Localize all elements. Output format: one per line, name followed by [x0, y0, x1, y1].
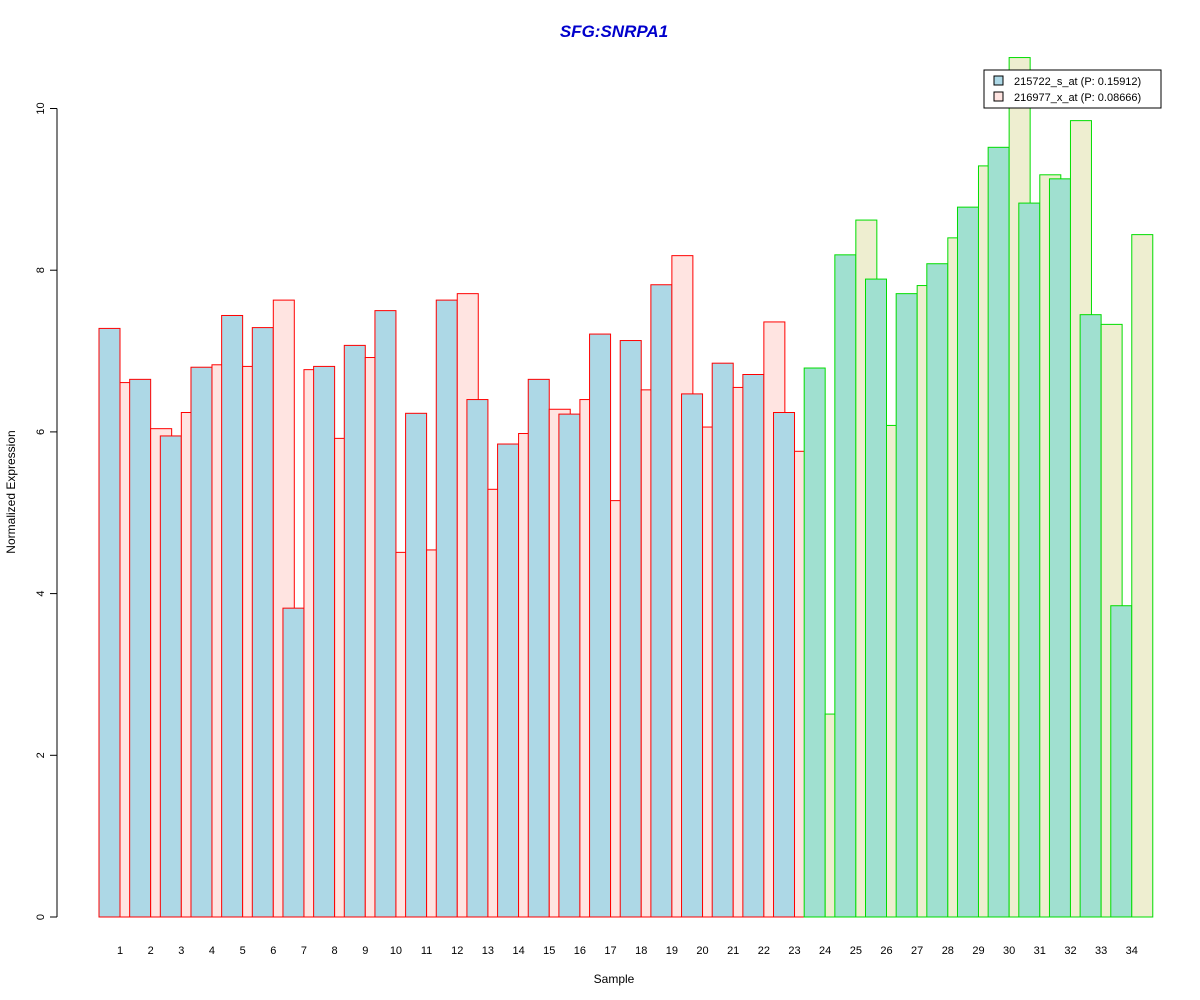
x-tick-label: 16 — [574, 945, 586, 957]
x-tick-label: 3 — [178, 945, 184, 957]
y-tick-label: 2 — [35, 752, 47, 758]
bar-215722-sample-31 — [1018, 202, 1041, 918]
x-tick-label: 14 — [512, 945, 524, 957]
legend-swatch-216977 — [993, 91, 1004, 102]
bar-215722-sample-9 — [343, 344, 366, 918]
y-axis-label: Normalized Expression — [4, 430, 18, 553]
bar-215722-sample-21 — [711, 362, 734, 918]
x-tick-label: 4 — [209, 945, 215, 957]
x-tick-label: 13 — [482, 945, 494, 957]
x-axis-label: Sample — [594, 972, 635, 986]
x-tick-label: 24 — [819, 945, 831, 957]
bar-215722-sample-16 — [558, 413, 581, 918]
x-tick-label: 10 — [390, 945, 402, 957]
chart-title: SFG:SNRPA1 — [560, 22, 668, 41]
y-tick-label: 4 — [35, 591, 47, 597]
legend: 215722_s_at (P: 0.15912) 216977_x_at (P:… — [983, 69, 1162, 109]
x-tick-label: 7 — [301, 945, 307, 957]
bar-215722-sample-1 — [98, 327, 121, 918]
bar-215722-sample-15 — [527, 378, 550, 918]
bar-215722-sample-4 — [190, 366, 213, 918]
bar-215722-sample-22 — [742, 374, 765, 918]
x-tick-label: 1 — [117, 945, 123, 957]
bar-215722-sample-29 — [956, 206, 979, 918]
x-tick-label: 33 — [1095, 945, 1107, 957]
x-tick-label: 26 — [880, 945, 892, 957]
bar-215722-sample-12 — [435, 299, 458, 918]
bar-215722-sample-27 — [895, 293, 918, 918]
bar-215722-sample-18 — [619, 340, 642, 918]
x-tick-label: 5 — [240, 945, 246, 957]
bar-215722-sample-32 — [1048, 178, 1071, 918]
bar-216977-sample-34 — [1131, 234, 1154, 918]
bar-215722-sample-3 — [159, 435, 182, 918]
x-tick-label: 21 — [727, 945, 739, 957]
bar-215722-sample-6 — [251, 327, 274, 918]
legend-label-215722: 215722_s_at (P: 0.15912) — [1014, 76, 1141, 88]
bar-215722-sample-13 — [466, 399, 489, 918]
x-tick-label: 9 — [362, 945, 368, 957]
x-tick-label: 31 — [1034, 945, 1046, 957]
y-tick-label: 8 — [35, 267, 47, 273]
y-tick-label: 0 — [35, 914, 47, 920]
x-tick-label: 8 — [332, 945, 338, 957]
bar-215722-sample-23 — [773, 412, 796, 918]
x-tick-label: 12 — [451, 945, 463, 957]
x-tick-label: 19 — [666, 945, 678, 957]
x-tick-label: 17 — [604, 945, 616, 957]
bar-215722-sample-5 — [221, 314, 244, 918]
bar-215722-sample-8 — [313, 365, 336, 918]
x-tick-label: 32 — [1064, 945, 1076, 957]
x-tick-label: 30 — [1003, 945, 1015, 957]
bar-215722-sample-10 — [374, 310, 397, 918]
x-tick-label: 6 — [270, 945, 276, 957]
x-tick-label: 15 — [543, 945, 555, 957]
x-tick-label: 2 — [148, 945, 154, 957]
y-axis: 0 2 4 6 8 10 — [35, 102, 58, 920]
y-tick-label: 6 — [35, 429, 47, 435]
bar-215722-sample-20 — [681, 393, 704, 918]
bar-215722-sample-7 — [282, 607, 305, 918]
bar-215722-sample-28 — [926, 263, 949, 918]
bar-215722-sample-14 — [497, 443, 520, 918]
bar-215722-sample-19 — [650, 284, 673, 918]
x-axis-tick-labels: 1 2 3 4 5 6 7 8 9 10 11 12 13 14 15 16 17 18 19 20 21 22 23 24 2… — [117, 945, 1138, 957]
bar-215722-sample-2 — [129, 378, 152, 918]
y-tick-label: 10 — [35, 102, 47, 114]
legend-label-216977: 216977_x_at (P: 0.08666) — [1014, 92, 1141, 104]
bar-215722-sample-26 — [865, 278, 887, 918]
x-tick-label: 28 — [942, 945, 954, 957]
bars-group — [98, 57, 1154, 918]
x-tick-label: 27 — [911, 945, 923, 957]
bar-215722-sample-34 — [1110, 605, 1133, 918]
bar-215722-sample-33 — [1079, 314, 1102, 918]
bar-215722-sample-24 — [803, 367, 826, 918]
x-tick-label: 29 — [972, 945, 984, 957]
bar-215722-sample-11 — [405, 412, 428, 918]
x-tick-label: 22 — [758, 945, 770, 957]
legend-box — [983, 69, 1162, 109]
x-tick-label: 11 — [421, 945, 432, 957]
legend-swatch-215722 — [993, 75, 1004, 86]
bar-215722-sample-25 — [834, 254, 857, 918]
bar-215722-sample-30 — [987, 146, 1010, 918]
x-tick-label: 25 — [850, 945, 862, 957]
x-tick-label: 18 — [635, 945, 647, 957]
bar-215722-sample-17 — [589, 333, 612, 918]
x-tick-label: 20 — [696, 945, 708, 957]
x-tick-label: 23 — [788, 945, 800, 957]
x-tick-label: 34 — [1126, 945, 1138, 957]
